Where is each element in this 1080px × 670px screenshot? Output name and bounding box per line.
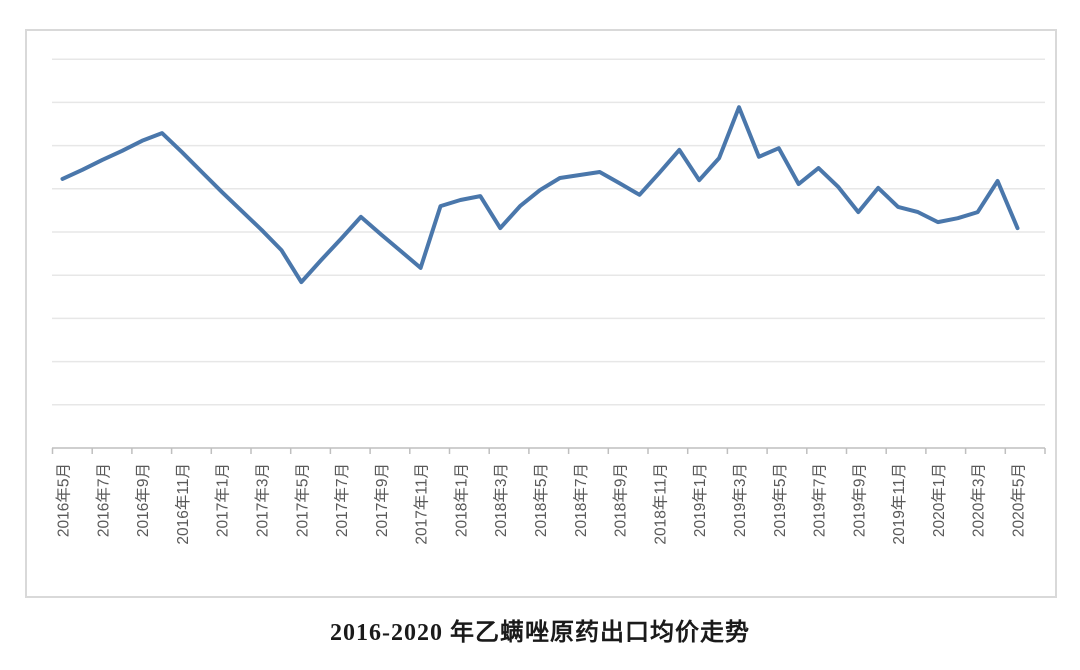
price-trend-chart: 2016年5月 2016年7月 2016年9月 2016年11月 2017年1月 2017… — [25, 29, 1057, 598]
x-axis-label: 2018年7月 — [572, 463, 590, 537]
x-axis-label: 2019年11月 — [890, 463, 908, 545]
x-axis-label: 2020年3月 — [970, 463, 988, 537]
x-axis-label: 2016年9月 — [134, 463, 152, 537]
line-chart-canvas: 2016年5月 2016年7月 2016年9月 2016年11月 2017年1月 2017… — [25, 29, 1057, 598]
x-axis-label: 2017年5月 — [293, 463, 311, 537]
price-line-series — [60, 105, 1020, 285]
x-axis-label: 2016年5月 — [55, 463, 73, 537]
chart-title: 2016-2020 年乙螨唑原药出口均价走势 — [330, 620, 750, 646]
x-axis-label: 2019年9月 — [850, 463, 868, 537]
x-axis-label: 2016年11月 — [174, 463, 192, 545]
chart-area-border — [25, 29, 1057, 598]
x-axis-label: 2016年7月 — [94, 463, 112, 537]
x-axis-label: 2019年1月 — [691, 463, 709, 537]
x-axis-label: 2020年1月 — [930, 463, 948, 537]
gridlines — [52, 58, 1045, 406]
x-axis-label: 2018年3月 — [492, 463, 510, 537]
x-axis-label: 2019年7月 — [811, 463, 829, 537]
x-axis-label: 2018年5月 — [532, 463, 550, 537]
x-axis-label: 2018年9月 — [612, 463, 630, 537]
x-axis-label: 2020年5月 — [1010, 463, 1028, 537]
x-axis-labels: 2016年5月 2016年7月 2016年9月 2016年11月 2017年1月 2017… — [55, 463, 1028, 545]
x-axis — [51, 447, 1046, 454]
x-axis-label: 2018年11月 — [651, 463, 669, 545]
x-axis-label: 2019年3月 — [731, 463, 749, 537]
x-axis-label: 2019年5月 — [771, 463, 789, 537]
x-axis-label: 2017年1月 — [214, 463, 232, 537]
x-axis-label: 2017年7月 — [333, 463, 351, 537]
x-axis-label: 2017年11月 — [413, 463, 431, 545]
x-axis-label: 2017年9月 — [373, 463, 391, 537]
x-axis-label: 2018年1月 — [452, 463, 470, 537]
x-axis-label: 2017年3月 — [253, 463, 271, 537]
